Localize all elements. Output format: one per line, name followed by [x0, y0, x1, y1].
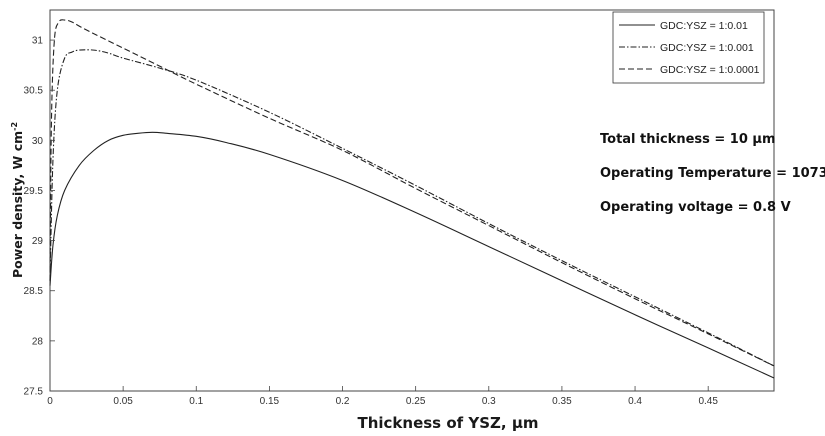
y-tick-label: 29.5	[24, 186, 44, 197]
annotation-total-thickness: Total thickness = 10 µm	[600, 132, 776, 147]
y-axis-label-text: Power density, W cm	[10, 131, 25, 278]
ticks-layer: 0 0.05 0.1 0.15 0.2 0.25 0.3 0.35 0.4 0.45 27.5 28 2…	[24, 36, 719, 407]
annotations: Total thickness = 10 µm Operating Temper…	[600, 132, 825, 215]
annotation-operating-voltage: Operating voltage = 0.8 V	[600, 200, 791, 215]
y-tick-label: 31	[32, 36, 44, 47]
x-tick-label: 0.45	[698, 396, 718, 407]
plot-area-border	[49, 9, 775, 392]
x-tick-label: 0	[47, 396, 53, 407]
x-tick-label: 0.4	[628, 396, 642, 407]
plot-frame	[49, 9, 775, 392]
series-line-1-0-01	[49, 131, 775, 379]
legend-label-1-0-01: GDC:YSZ = 1:0.01	[660, 20, 748, 32]
x-tick-label: 0.1	[189, 396, 203, 407]
legend-box	[612, 11, 765, 84]
series-line-1-0-001	[49, 49, 775, 367]
y-tick-label: 30.5	[24, 86, 44, 97]
legend: GDC:YSZ = 1:0.01 GDC:YSZ = 1:0.001 GDC:Y…	[612, 11, 765, 84]
x-tick-label: 0.25	[406, 396, 426, 407]
y-tick-label: 28	[32, 336, 44, 347]
y-axis-label: Power density, W cm-2	[10, 122, 25, 278]
annotation-operating-temperature: Operating Temperature = 1073 K	[600, 166, 825, 181]
y-axis-label-superscript: -2	[10, 122, 19, 131]
x-axis-label: Thickness of YSZ, µm	[357, 414, 538, 432]
x-tick-label: 0.15	[260, 396, 280, 407]
x-tick-label: 0.2	[336, 396, 350, 407]
series-line-1-0-0001	[49, 19, 775, 367]
series-layer	[49, 19, 775, 379]
y-tick-label: 29	[32, 236, 44, 247]
x-tick-label: 0.3	[482, 396, 496, 407]
x-tick-label: 0.35	[552, 396, 572, 407]
y-tick-label: 27.5	[24, 387, 44, 398]
y-tick-label: 30	[32, 136, 44, 147]
y-tick-label: 28.5	[24, 286, 44, 297]
legend-label-1-0-0001: GDC:YSZ = 1:0.0001	[660, 64, 760, 76]
x-tick-label: 0.05	[113, 396, 133, 407]
legend-label-1-0-001: GDC:YSZ = 1:0.001	[660, 42, 754, 54]
